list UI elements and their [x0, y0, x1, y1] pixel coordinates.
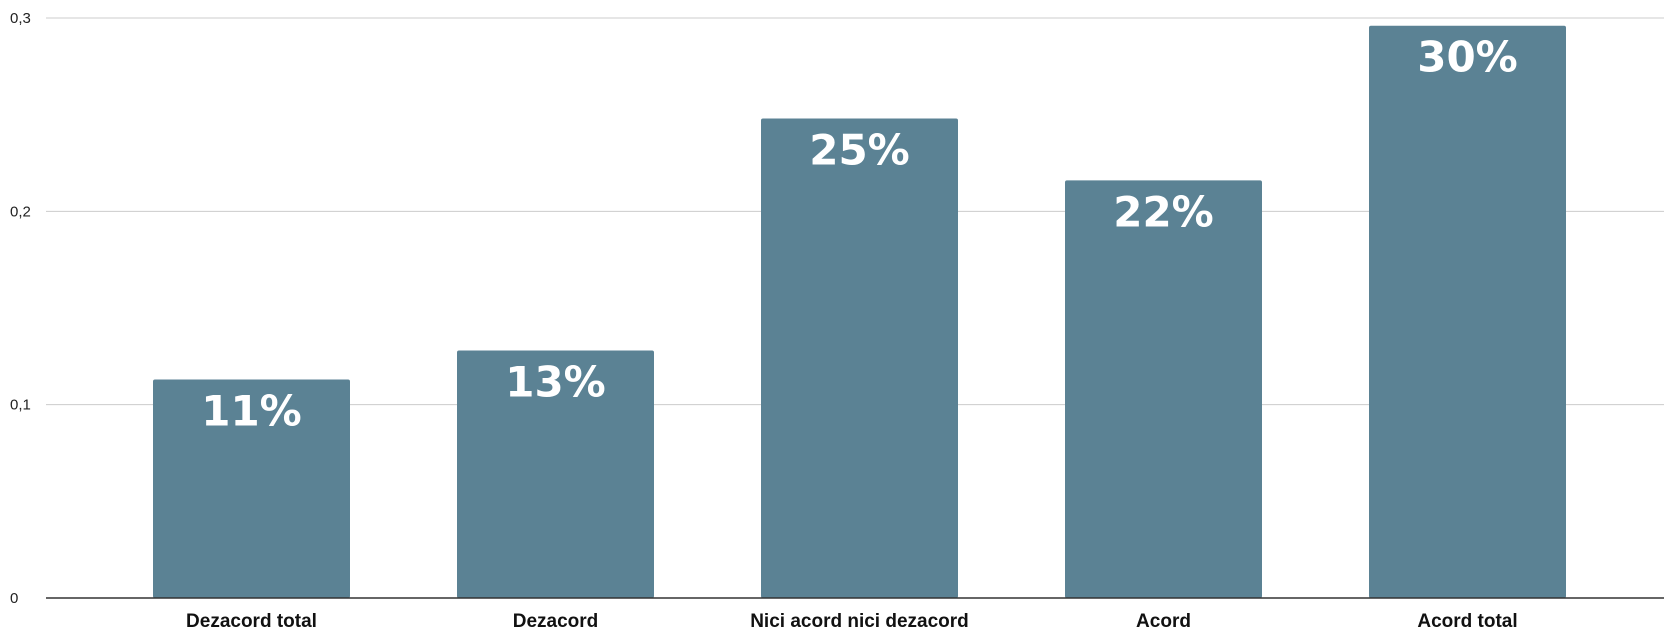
bar — [153, 379, 350, 598]
bar — [457, 350, 654, 598]
y-tick-label: 0,3 — [10, 10, 31, 27]
y-axis-ticks: 0 0,1 0,2 0,3 — [10, 10, 31, 607]
bar — [1065, 180, 1262, 598]
y-tick-label: 0,2 — [10, 203, 31, 220]
bar — [761, 118, 958, 599]
x-tick-label: Dezacord — [513, 611, 599, 630]
y-tick-label: 0,1 — [10, 397, 31, 414]
y-tick-label: 0 — [10, 590, 18, 607]
x-tick-label: Acord total — [1417, 611, 1517, 630]
bars — [153, 25, 1566, 599]
x-tick-label: Nici acord nici dezacord — [750, 611, 969, 630]
data-label: 11% — [201, 387, 302, 436]
data-label: 30% — [1417, 33, 1518, 82]
data-label: 22% — [1113, 187, 1214, 236]
x-tick-label: Acord — [1136, 611, 1191, 630]
bar — [1369, 25, 1566, 598]
data-label: 25% — [809, 126, 910, 175]
data-labels: 11% 13% 25% 22% 30% — [201, 33, 1518, 436]
x-axis-labels: Dezacord total Dezacord Nici acord nici de… — [186, 611, 1518, 630]
data-label: 13% — [505, 358, 606, 407]
x-tick-label: Dezacord total — [186, 611, 317, 630]
